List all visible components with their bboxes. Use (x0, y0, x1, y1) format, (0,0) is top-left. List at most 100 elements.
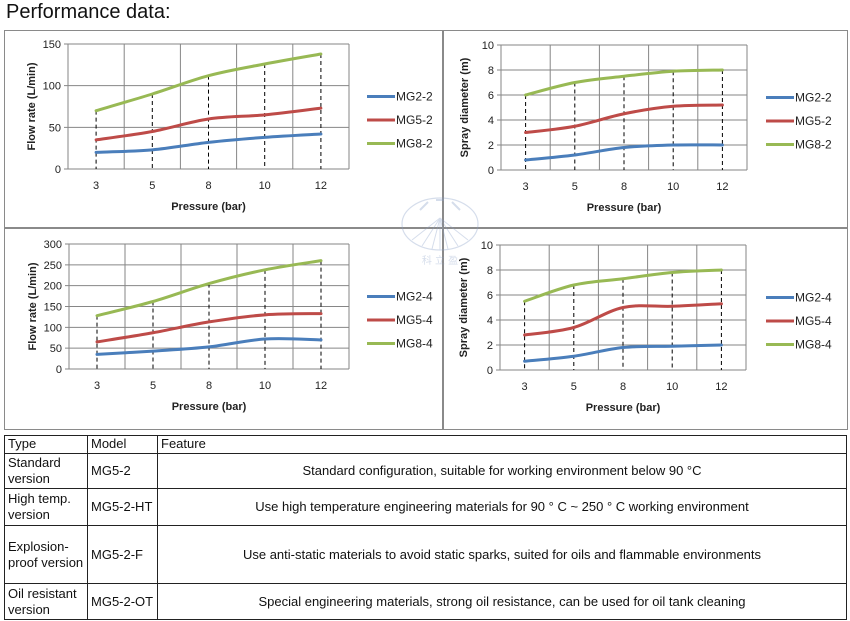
y-tick-label: 0 (55, 164, 61, 176)
cell-type: High temp. version (4, 488, 88, 526)
y-tick-label: 150 (44, 302, 62, 314)
series-line-mg5-4 (523, 302, 723, 337)
series-line-mg2-2 (94, 132, 323, 154)
legend-label: MG5-2 (396, 113, 433, 127)
y-tick-label: 150 (43, 39, 61, 51)
x-tick-label: 3 (523, 181, 529, 193)
header-type: Type (4, 435, 88, 454)
header-feature: Feature (157, 435, 847, 454)
x-tick-label: 12 (315, 180, 327, 192)
legend-label: MG8-2 (396, 137, 433, 151)
y-tick-label: 4 (487, 315, 493, 327)
y-tick-label: 0 (488, 165, 494, 177)
x-tick-label: 12 (715, 381, 727, 393)
x-axis-title: Pressure (bar) (172, 401, 247, 413)
x-tick-label: 8 (205, 180, 211, 192)
y-tick-label: 250 (44, 260, 62, 272)
y-tick-label: 8 (488, 65, 494, 77)
series-line-mg8-2 (524, 68, 724, 97)
y-tick-label: 8 (487, 265, 493, 277)
y-axis-title: Spray diameter (m) (458, 257, 470, 357)
x-tick-label: 10 (667, 181, 679, 193)
table-row: High temp. version MG5-2-HT Use high tem… (4, 488, 847, 526)
series-line-mg2-4 (95, 337, 323, 356)
chart-svg: 0 50 100 150 200 250 300 3 5 8 10 12 MG2-4 MG5-4 MG8-4… (27, 239, 433, 413)
cell-feature: Use anti-static materials to avoid stati… (157, 525, 847, 584)
chart-spray-diameter-4: 0 2 4 6 8 10 3 5 8 10 12 MG2-4 MG5-4 MG8-4 Pressure (b… (443, 228, 848, 430)
series-line-mg5-2 (524, 103, 724, 134)
x-tick-label: 12 (716, 181, 728, 193)
series-line-mg2-4 (523, 343, 723, 363)
y-tick-label: 300 (44, 239, 62, 251)
y-tick-label: 200 (44, 281, 62, 293)
cell-model: MG5-2-HT (87, 488, 158, 526)
cell-model: MG5-2-F (87, 525, 158, 584)
y-tick-label: 4 (488, 115, 494, 127)
table-row: Explosion-proof version MG5-2-F Use anti… (4, 525, 847, 584)
cell-feature: Special engineering materials, strong oi… (157, 583, 847, 620)
x-tick-label: 10 (666, 381, 678, 393)
legend-label: MG8-4 (396, 337, 433, 351)
chart-svg: 0 50 100 150 3 5 8 10 12 MG2-2 MG5-2 MG8-2 Pressure … (26, 39, 433, 213)
cell-model: MG5-2-OT (87, 583, 158, 620)
series-line-mg5-2 (94, 106, 323, 142)
legend-label: MG2-4 (396, 290, 433, 304)
y-axis-title: Flow rate (L/min) (27, 262, 39, 350)
cell-type: Oil resistant version (4, 583, 88, 620)
chart-svg: 0 2 4 6 8 10 3 5 8 10 12 MG2-4 MG5-4 MG8-4 Pressure (b… (458, 240, 832, 414)
legend-label: MG5-2 (795, 114, 832, 128)
x-tick-label: 5 (149, 180, 155, 192)
chart-svg: 0 2 4 6 8 10 3 5 8 10 12 MG2-2 MG5-2 MG8-2 Pressure (b… (459, 40, 832, 214)
cell-model: MG5-2 (87, 453, 158, 489)
table-header-row: Type Model Feature (4, 435, 847, 454)
page-title: Performance data: (6, 1, 171, 23)
series-line-mg2-2 (524, 143, 724, 162)
table-row: Oil resistant version MG5-2-OT Special e… (4, 583, 847, 620)
x-axis-title: Pressure (bar) (586, 402, 661, 414)
chart-flow-rate-2: 0 50 100 150 3 5 8 10 12 MG2-2 MG5-2 MG8-2 Pressure … (4, 30, 443, 228)
y-tick-label: 10 (481, 240, 493, 252)
x-tick-label: 3 (94, 380, 100, 392)
legend-label: MG2-2 (396, 90, 433, 104)
x-tick-label: 3 (522, 381, 528, 393)
header-model: Model (87, 435, 158, 454)
y-tick-label: 0 (487, 365, 493, 377)
y-tick-label: 6 (487, 290, 493, 302)
x-tick-label: 12 (315, 380, 327, 392)
legend-label: MG8-4 (795, 338, 832, 352)
table-row: Standard version MG5-2 Standard configur… (4, 453, 847, 489)
x-tick-label: 10 (259, 180, 271, 192)
legend-label: MG2-4 (795, 291, 832, 305)
y-axis-title: Flow rate (L/min) (26, 62, 38, 150)
x-tick-label: 8 (206, 380, 212, 392)
cell-feature: Standard configuration, suitable for wor… (157, 453, 847, 489)
y-tick-label: 2 (488, 140, 494, 152)
x-tick-label: 10 (259, 380, 271, 392)
y-tick-label: 100 (43, 81, 61, 93)
x-tick-label: 5 (571, 381, 577, 393)
y-tick-label: 100 (44, 322, 62, 334)
legend-label: MG5-4 (396, 313, 433, 327)
y-tick-label: 2 (487, 340, 493, 352)
series-line-mg8-4 (95, 259, 323, 318)
series-line-mg8-2 (94, 52, 323, 113)
x-tick-label: 5 (572, 181, 578, 193)
x-axis-title: Pressure (bar) (587, 202, 662, 214)
cell-type: Standard version (4, 453, 88, 489)
y-axis-title: Spray diameter (m) (459, 57, 471, 157)
cell-feature: Use high temperature engineering materia… (157, 488, 847, 526)
x-tick-label: 3 (93, 180, 99, 192)
y-tick-label: 0 (56, 364, 62, 376)
x-tick-label: 8 (621, 181, 627, 193)
x-tick-label: 5 (150, 380, 156, 392)
y-tick-label: 10 (482, 40, 494, 52)
series-line-mg8-4 (523, 268, 723, 303)
legend-label: MG2-2 (795, 91, 832, 105)
y-tick-label: 50 (50, 343, 62, 355)
chart-flow-rate-4: 0 50 100 150 200 250 300 3 5 8 10 12 MG2-4 MG5-4 MG8-4… (4, 228, 443, 430)
y-tick-label: 6 (488, 90, 494, 102)
series-line-mg5-4 (95, 312, 323, 344)
x-tick-label: 8 (620, 381, 626, 393)
cell-type: Explosion-proof version (4, 525, 88, 584)
y-tick-label: 50 (49, 122, 61, 134)
